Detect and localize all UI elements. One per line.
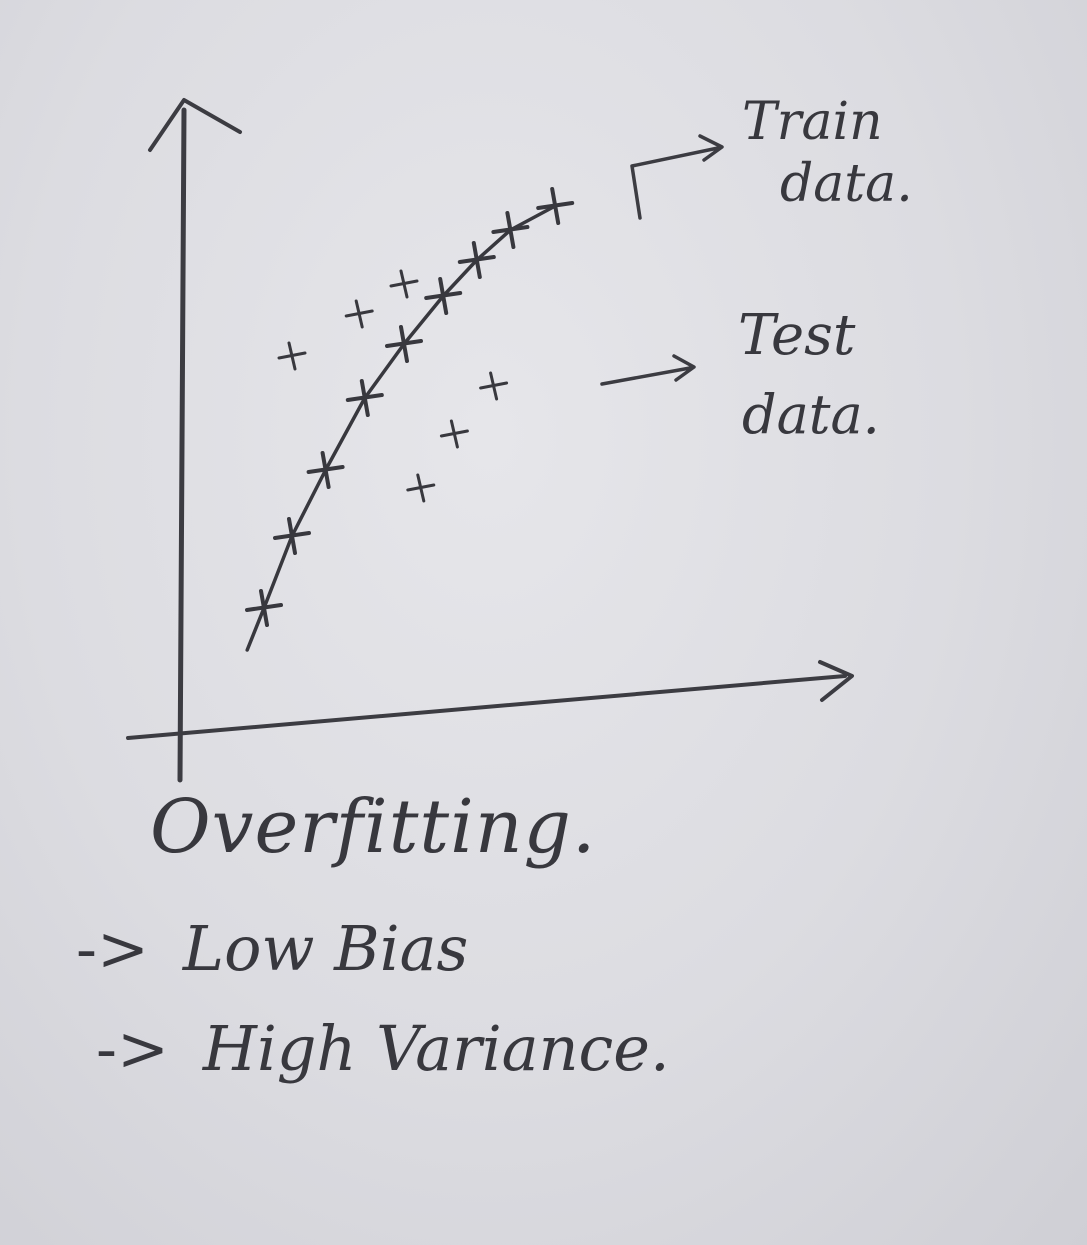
y-axis-line: [177, 107, 187, 783]
test-point-4: [439, 419, 469, 449]
train-point-8: [536, 187, 575, 225]
notes-bullet-low-bias: -> Low Bias: [76, 918, 468, 980]
notes-bullet-high-variance: -> High Variance.: [96, 1018, 670, 1080]
test-annotation-arrow: [600, 354, 696, 386]
train-annotation-arrow: [630, 134, 724, 220]
notes-title: Overfitting.: [150, 784, 597, 870]
bullet-text-2: High Variance.: [202, 1012, 670, 1085]
bullet-arrow-1: ->: [76, 912, 149, 985]
bullet-text-1: Low Bias: [182, 912, 469, 985]
test-data-label-line-1: Test: [738, 303, 856, 368]
series-1-marks: [277, 269, 509, 503]
train-point-6: [457, 241, 496, 279]
x-axis-line: [126, 674, 847, 740]
train-point-4: [385, 325, 423, 363]
x-axis-arrowhead: [818, 660, 854, 702]
test-point-2: [389, 269, 419, 299]
train-point-2: [306, 451, 345, 489]
series-0-marks: [245, 187, 575, 627]
y-axis-arrowhead: [148, 98, 242, 152]
data-marks-layer: [245, 187, 575, 627]
test-data-label-line-2: data.: [742, 383, 880, 446]
train-point-3: [345, 379, 384, 417]
train-data-label-line-1: Train: [742, 92, 883, 152]
train-point-7: [491, 211, 530, 249]
train-data-label-line-2: data.: [780, 154, 913, 214]
chart-axes: [126, 98, 854, 783]
test-point-0: [277, 341, 307, 371]
bullet-arrow-2: ->: [96, 1012, 169, 1085]
test-point-3: [406, 473, 436, 503]
annotation-arrows: [600, 134, 724, 386]
fit-curve-line: [245, 204, 557, 652]
fit-curve-layer: [245, 204, 557, 652]
test-point-5: [479, 371, 509, 401]
train-point-0: [245, 589, 283, 627]
test-point-1: [344, 299, 374, 329]
train-point-5: [424, 277, 463, 315]
train-point-1: [273, 517, 311, 555]
